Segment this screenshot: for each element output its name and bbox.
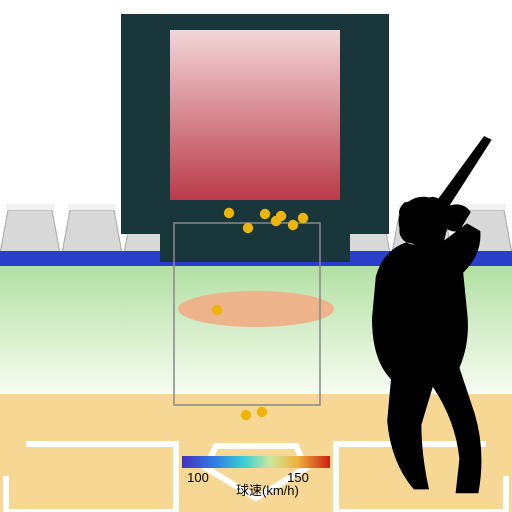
scoreboard-screen <box>170 30 340 200</box>
pitch-point <box>224 208 234 218</box>
pitch-point <box>288 220 298 230</box>
pitch-location-chart: 100150球速(km/h) <box>0 0 512 512</box>
pitchers-mound <box>178 291 334 327</box>
speed-legend <box>182 456 330 468</box>
scoreboard-base <box>160 234 350 262</box>
stands-section <box>62 210 122 253</box>
stands-section <box>0 210 60 253</box>
legend-tick: 100 <box>187 470 209 485</box>
pitch-point <box>241 410 251 420</box>
stands-roof <box>68 204 116 210</box>
pitch-point <box>298 213 308 223</box>
pitch-point <box>257 407 267 417</box>
pitch-point <box>260 209 270 219</box>
pitch-point <box>276 211 286 221</box>
stands-roof <box>6 204 54 210</box>
pitch-point <box>243 223 253 233</box>
legend-label: 球速(km/h) <box>236 483 299 498</box>
pitch-point <box>212 305 222 315</box>
